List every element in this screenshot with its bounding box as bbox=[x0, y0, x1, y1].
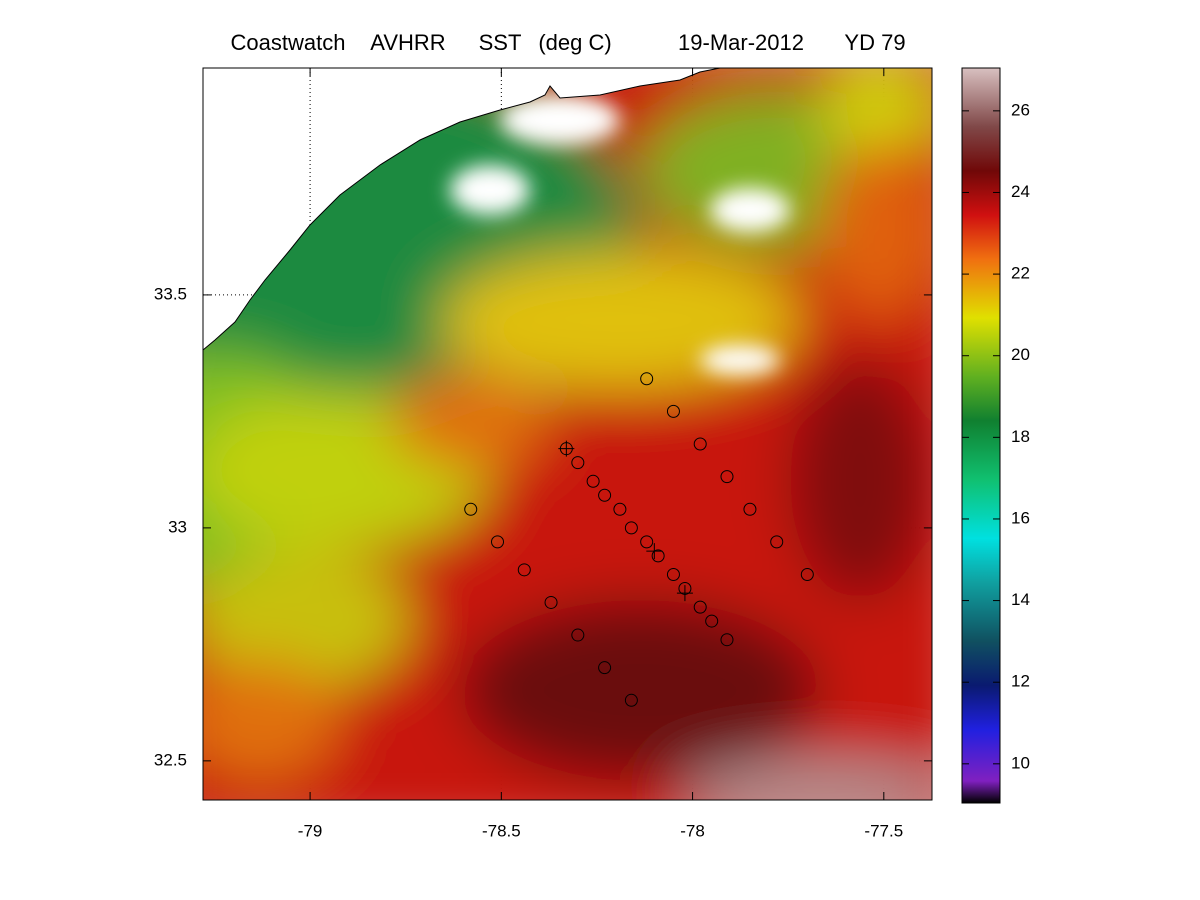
station bbox=[770, 535, 784, 549]
x-tick-label: -77.5 bbox=[864, 821, 903, 840]
colorbar-label: 26 bbox=[1011, 100, 1030, 119]
colorbar-label: 16 bbox=[1011, 508, 1030, 527]
station bbox=[571, 456, 585, 470]
labels: Coastwatch AVHRR SST (deg C) 19-Mar-2012 YD 7… bbox=[154, 30, 1030, 841]
colorbar-label: 22 bbox=[1011, 264, 1030, 283]
station bbox=[800, 567, 814, 581]
station bbox=[544, 595, 558, 609]
x-tick-label: -78 bbox=[680, 821, 705, 840]
station bbox=[666, 567, 680, 581]
colorbar-label: 14 bbox=[1011, 590, 1030, 609]
station bbox=[743, 502, 757, 516]
station bbox=[640, 372, 654, 386]
title-part: (deg C) bbox=[538, 30, 611, 55]
station bbox=[624, 521, 638, 535]
title-part: 19-Mar-2012 bbox=[678, 30, 804, 55]
station bbox=[705, 614, 719, 628]
station bbox=[586, 474, 600, 488]
stations bbox=[464, 372, 814, 707]
colorbar bbox=[961, 67, 1001, 804]
map-frame bbox=[202, 67, 933, 801]
colorbar-label: 18 bbox=[1011, 427, 1030, 446]
station bbox=[571, 628, 585, 642]
title-part: YD 79 bbox=[844, 30, 905, 55]
title-part: SST bbox=[479, 30, 522, 55]
station bbox=[640, 535, 654, 549]
x-tick-label: -78.5 bbox=[482, 821, 521, 840]
title-part: AVHRR bbox=[370, 30, 445, 55]
station bbox=[464, 502, 478, 516]
colorbar-label: 24 bbox=[1011, 182, 1030, 201]
sst-field bbox=[203, 68, 932, 800]
y-tick-label: 33.5 bbox=[154, 284, 187, 303]
station bbox=[491, 535, 505, 549]
x-tick-label: -79 bbox=[298, 821, 323, 840]
station bbox=[693, 437, 707, 451]
station bbox=[598, 488, 612, 502]
station bbox=[693, 600, 707, 614]
station bbox=[720, 633, 734, 647]
colorbar-label: 20 bbox=[1011, 345, 1030, 364]
cross-marker bbox=[676, 585, 693, 602]
station bbox=[598, 661, 612, 675]
coastline bbox=[202, 67, 721, 351]
y-tick-label: 32.5 bbox=[154, 750, 187, 769]
title-part: Coastwatch bbox=[231, 30, 346, 55]
colorbar-label: 12 bbox=[1011, 672, 1030, 691]
station bbox=[666, 404, 680, 418]
cross-marker bbox=[558, 440, 575, 457]
colorbar-label: 10 bbox=[1011, 753, 1030, 772]
station bbox=[613, 502, 627, 516]
station bbox=[517, 563, 531, 577]
station bbox=[651, 549, 665, 563]
cross-marker bbox=[646, 543, 663, 560]
y-tick-label: 33 bbox=[168, 517, 187, 536]
station bbox=[624, 693, 638, 707]
station bbox=[720, 470, 734, 484]
